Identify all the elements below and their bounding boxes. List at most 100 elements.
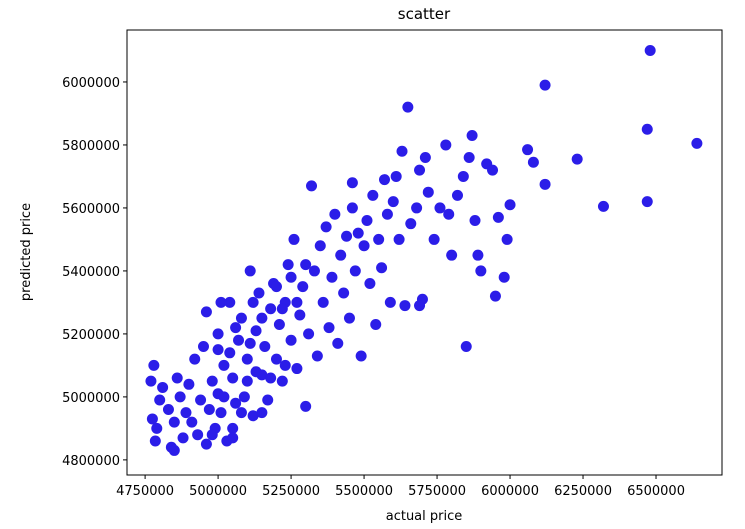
point	[279, 359, 291, 371]
point	[314, 240, 326, 252]
point	[235, 407, 247, 419]
y-tick-label: 5000000	[62, 391, 120, 406]
point	[487, 164, 499, 176]
point	[527, 156, 539, 168]
x-axis-label: actual price	[386, 509, 463, 524]
point	[349, 265, 361, 277]
point	[180, 407, 192, 419]
point	[434, 202, 446, 214]
point	[145, 375, 157, 387]
x-tick-label: 6000000	[481, 484, 539, 499]
point	[367, 189, 379, 201]
point	[253, 287, 265, 299]
point	[396, 145, 408, 157]
point	[189, 353, 201, 365]
point	[174, 391, 186, 403]
point	[422, 186, 434, 198]
point	[384, 296, 396, 308]
point	[241, 353, 253, 365]
point	[215, 407, 227, 419]
point	[501, 233, 513, 245]
point	[270, 353, 282, 365]
point	[256, 312, 268, 324]
point	[539, 79, 551, 91]
point	[183, 378, 195, 390]
point	[200, 306, 212, 318]
point	[504, 199, 516, 211]
point	[244, 265, 256, 277]
point	[149, 435, 161, 447]
point	[146, 413, 158, 425]
point	[206, 375, 218, 387]
point	[414, 300, 426, 312]
point	[157, 381, 169, 393]
point	[224, 296, 236, 308]
y-axis-label: predicted price	[19, 203, 34, 301]
x-tick-label: 5000000	[189, 484, 247, 499]
x-tick-label: 6250000	[554, 484, 612, 499]
y-tick-label: 5800000	[62, 139, 120, 154]
point	[285, 271, 297, 283]
point	[451, 189, 463, 201]
point	[303, 328, 315, 340]
x-tick-label: 5750000	[408, 484, 466, 499]
point	[343, 312, 355, 324]
point	[393, 233, 405, 245]
chart-title: scatter	[398, 5, 451, 23]
point	[402, 101, 414, 113]
point	[346, 177, 358, 189]
point	[317, 296, 329, 308]
point	[311, 350, 323, 362]
point	[457, 170, 469, 182]
point	[192, 429, 204, 441]
point	[215, 296, 227, 308]
point	[522, 144, 534, 156]
point	[148, 359, 160, 371]
point	[341, 230, 353, 242]
point	[276, 375, 288, 387]
point	[197, 341, 209, 353]
point	[288, 233, 300, 245]
point	[262, 394, 274, 406]
point	[300, 259, 312, 271]
point	[247, 410, 259, 422]
point	[597, 200, 609, 212]
point	[247, 296, 259, 308]
point	[265, 303, 277, 315]
point	[270, 281, 282, 293]
point	[352, 227, 364, 239]
point	[294, 309, 306, 321]
point	[326, 271, 338, 283]
point	[227, 372, 239, 384]
point	[373, 233, 385, 245]
point	[440, 139, 452, 151]
point	[168, 444, 180, 456]
point	[571, 153, 583, 165]
y-tick-label: 5600000	[62, 202, 120, 217]
point	[291, 363, 303, 375]
x-tick-label: 5250000	[262, 484, 320, 499]
point	[329, 208, 341, 220]
point	[285, 334, 297, 346]
point	[346, 202, 358, 214]
point	[338, 287, 350, 299]
point	[235, 312, 247, 324]
point	[186, 416, 198, 428]
point	[399, 300, 411, 312]
point	[414, 164, 426, 176]
point	[390, 170, 402, 182]
point	[320, 221, 332, 233]
point	[195, 394, 207, 406]
point	[238, 391, 250, 403]
point	[364, 278, 376, 290]
point	[282, 259, 294, 271]
point	[446, 249, 458, 261]
point	[361, 215, 373, 227]
point	[358, 240, 370, 252]
point	[472, 249, 484, 261]
point	[230, 397, 242, 409]
point	[177, 432, 189, 444]
y-tick-label: 5200000	[62, 328, 120, 343]
point	[498, 271, 510, 283]
